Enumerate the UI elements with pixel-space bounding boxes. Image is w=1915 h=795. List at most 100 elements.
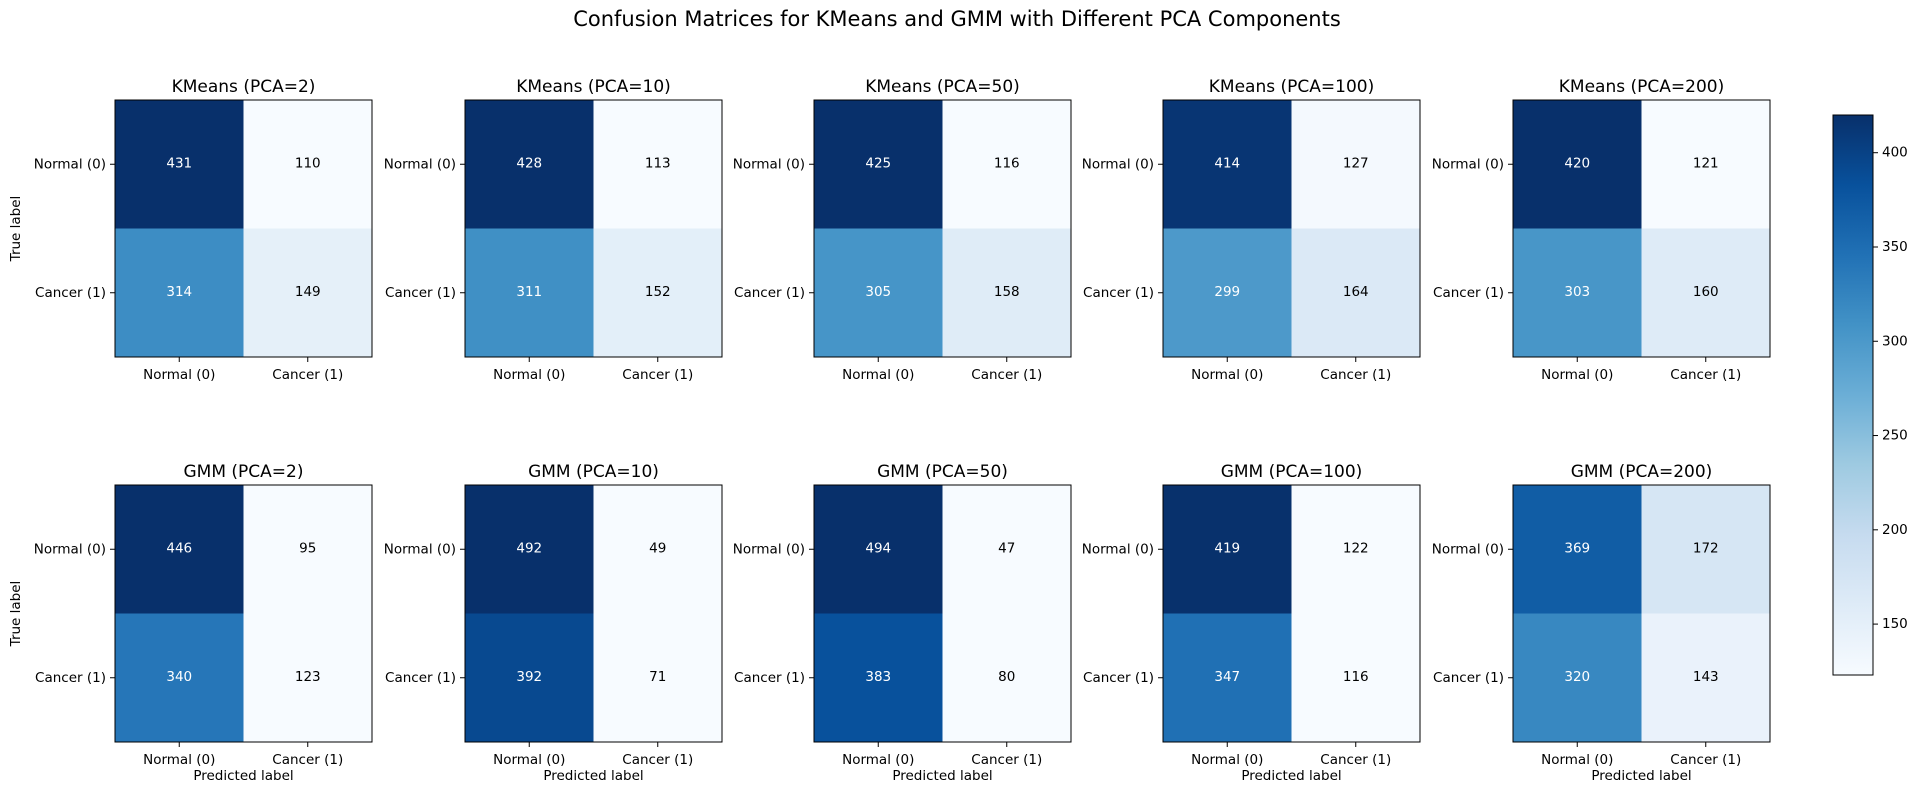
y-tick-label: Normal (0) [1432,156,1504,172]
matrix-cell [1641,485,1770,614]
panel-title: GMM (PCA=100) [1221,462,1363,482]
axes-frame [1512,99,1771,358]
colorbar-tick-label: 150 [1882,616,1908,632]
cell-value: 121 [1693,155,1719,171]
cell-value: 303 [1564,284,1590,300]
axes-frame [464,484,723,743]
panel-title: KMeans (PCA=200) [1559,77,1724,97]
x-tick-label: Normal (0) [143,752,215,768]
cell-value: 160 [1693,284,1719,300]
matrix-cell [593,613,722,742]
panel-title: GMM (PCA=10) [528,462,659,482]
matrix-cell [243,485,372,614]
matrix-cell [1641,228,1770,357]
x-tick-label: Cancer (1) [971,752,1042,768]
axes-frame [813,99,1072,358]
colorbar-frame [1832,114,1874,676]
matrix-cell [1513,485,1642,614]
y-tick-label: Cancer (1) [1433,285,1504,301]
colorbar-tick-label: 350 [1882,239,1908,255]
cell-value: 95 [299,540,316,556]
cell-value: 492 [516,540,542,556]
x-tick-label: Cancer (1) [971,367,1042,383]
x-tick-label: Normal (0) [1541,752,1613,768]
cell-value: 311 [516,284,542,300]
y-tick-label: Normal (0) [1082,541,1154,557]
x-tick-label: Normal (0) [493,752,565,768]
cell-value: 314 [166,284,192,300]
matrix-cell [1163,613,1292,742]
cell-value: 347 [1214,669,1240,685]
matrix-cell [1163,485,1292,614]
y-tick-label: Cancer (1) [734,285,805,301]
cell-value: 113 [645,155,671,171]
y-axis-label: True label [8,196,24,263]
matrix-cell [465,228,594,357]
colorbar-tick-label: 250 [1882,428,1908,444]
x-axis-label: Predicted label [1591,768,1691,784]
y-tick-label: Cancer (1) [734,670,805,686]
panel-title: KMeans (PCA=50) [865,77,1020,97]
y-tick-label: Cancer (1) [385,670,456,686]
axes-frame [1162,484,1421,743]
matrix-cell [1163,100,1292,229]
panel-title: KMeans (PCA=2) [172,77,316,97]
y-tick-label: Cancer (1) [1433,670,1504,686]
y-tick-label: Normal (0) [1082,156,1154,172]
matrix-cell [942,100,1071,229]
cell-value: 172 [1693,540,1719,556]
panel-title: GMM (PCA=2) [184,462,304,482]
panel-title: KMeans (PCA=100) [1209,77,1374,97]
x-tick-label: Normal (0) [493,367,565,383]
confusion-matrix-panel: KMeans (PCA=2) 431 110 314 149 Normal (0) Canc… [8,77,373,383]
axes-frame [1512,484,1771,743]
cell-value: 47 [998,540,1015,556]
matrix-cell [814,485,943,614]
matrix-cell [465,100,594,229]
cell-value: 116 [994,155,1020,171]
cell-value: 369 [1564,540,1590,556]
matrix-cell [1291,100,1420,229]
panel-title: GMM (PCA=200) [1571,462,1713,482]
cell-value: 419 [1214,540,1240,556]
cell-value: 420 [1564,155,1590,171]
y-tick-label: Cancer (1) [1083,285,1154,301]
panels-group: KMeans (PCA=2) 431 110 314 149 Normal (0) Canc… [8,77,1771,784]
cell-value: 71 [649,669,666,685]
matrix-cell [1163,228,1292,357]
cell-value: 116 [1343,669,1369,685]
y-tick-label: Cancer (1) [385,285,456,301]
axes-frame [1162,99,1421,358]
matrix-cell [1291,228,1420,357]
matrix-cell [115,613,244,742]
matrix-cell [243,100,372,229]
matrix-cell [1641,100,1770,229]
colorbar-gradient [1833,115,1873,675]
confusion-matrix-panel: KMeans (PCA=200) 420 121 303 160 Normal (0) Ca… [1432,77,1771,383]
confusion-matrix-panel: KMeans (PCA=10) 428 113 311 152 Normal (0) Can… [384,77,723,383]
cell-value: 123 [295,669,321,685]
panel-title: GMM (PCA=50) [877,462,1008,482]
x-tick-label: Normal (0) [1541,367,1613,383]
confusion-matrix-panel: GMM (PCA=50) 494 47 383 80 Normal (0) Cancer (… [733,462,1072,784]
x-axis-label: Predicted label [543,768,643,784]
x-tick-label: Cancer (1) [622,367,693,383]
matrix-cell [243,228,372,357]
y-axis-label: True label [8,581,24,648]
x-tick-label: Normal (0) [143,367,215,383]
matrix-cell [1641,613,1770,742]
panel-title: KMeans (PCA=10) [516,77,671,97]
x-tick-label: Cancer (1) [272,752,343,768]
x-tick-label: Cancer (1) [1670,752,1741,768]
cell-value: 305 [865,284,891,300]
x-tick-label: Normal (0) [842,367,914,383]
matrix-cell [465,485,594,614]
cell-value: 80 [998,669,1015,685]
matrix-cell [593,228,722,357]
matrix-cell [814,613,943,742]
colorbar-tick-label: 200 [1882,522,1908,538]
x-axis-label: Predicted label [1241,768,1341,784]
cell-value: 152 [645,284,671,300]
y-tick-label: Normal (0) [384,541,456,557]
axes-frame [114,99,373,358]
